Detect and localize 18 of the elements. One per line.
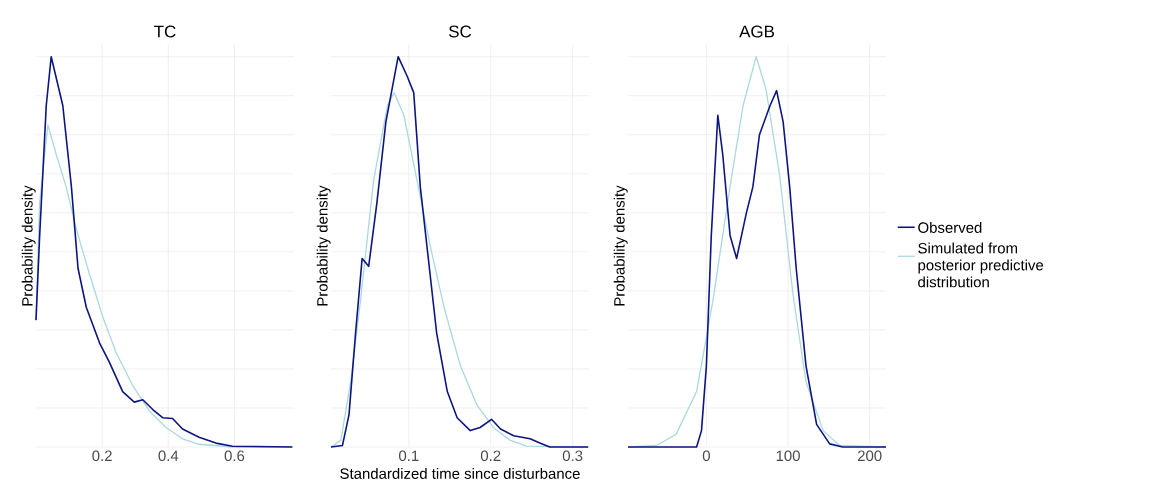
- x-tick-label: 0.4: [158, 450, 179, 462]
- x-axis-title: Standardized time since disturbance: [340, 467, 580, 479]
- legend-label: Observed: [918, 221, 982, 233]
- x-tick-label: 200: [857, 450, 882, 462]
- y-axis-title: Probability density: [21, 185, 36, 306]
- chart-title: SC: [449, 25, 472, 38]
- x-tick-label: 0.2: [92, 450, 112, 462]
- x-tick-label: 100: [776, 450, 800, 462]
- x-tick-label: 0: [702, 450, 710, 462]
- legend-label: Simulated from posterior predictive distribution: [918, 242, 1044, 288]
- x-tick-label: 0.6: [224, 450, 245, 462]
- x-tick-label: 0.2: [480, 450, 501, 462]
- x-tick-label: 0.1: [399, 450, 419, 462]
- chart-title: TC: [154, 25, 176, 38]
- y-axis-title: Probability density: [613, 185, 628, 306]
- x-tick-label: 0.3: [562, 450, 583, 462]
- chart-title: AGB: [739, 25, 775, 38]
- y-axis-title: Probability density: [316, 185, 331, 306]
